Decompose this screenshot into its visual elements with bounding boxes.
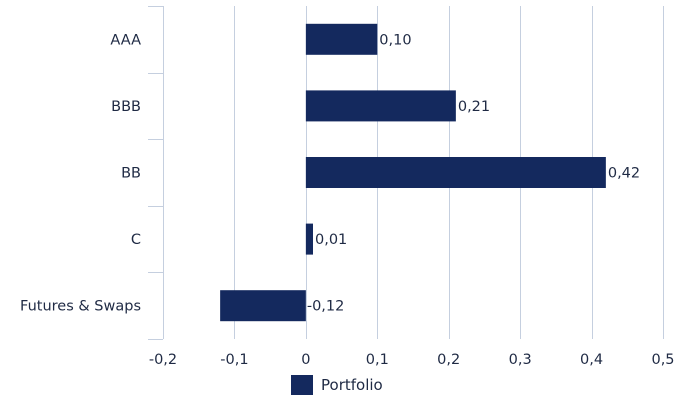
bar [305,23,378,55]
data-label: 0,10 [379,32,411,48]
x-axis-tick-labels: -0,2 -0,1 0 0,1 0,2 0,3 0,4 0,5 [149,352,675,368]
data-labels: 0,10 0,21 0,42 0,01 -0,12 [307,32,640,314]
x-tick-label: 0,2 [437,352,460,368]
data-label: 0,42 [608,166,640,182]
x-tick-label: 0,1 [366,352,389,368]
data-label: 0,21 [458,99,490,115]
legend-label: Portfolio [321,376,383,394]
legend: Portfolio [291,375,383,395]
category-label: AAA [110,32,141,48]
category-ticks [148,6,163,340]
legend-swatch [291,375,313,395]
bar [220,290,306,322]
bar [305,157,606,188]
data-label: -0,12 [307,299,345,315]
x-tick-label: 0,4 [580,352,603,368]
x-tick-label: 0,5 [651,352,674,368]
category-label: C [131,232,141,248]
x-tick-label: -0,1 [220,352,248,368]
bar [305,90,456,122]
category-label: BB [121,166,141,182]
x-tick-label: 0,3 [509,352,532,368]
bar [305,223,313,255]
category-label: BBB [111,99,141,115]
category-label: Futures & Swaps [20,299,141,315]
x-tick-label: -0,2 [149,352,177,368]
data-label: 0,01 [315,232,347,248]
x-tick-label: 0 [301,352,310,368]
bars [220,23,606,322]
